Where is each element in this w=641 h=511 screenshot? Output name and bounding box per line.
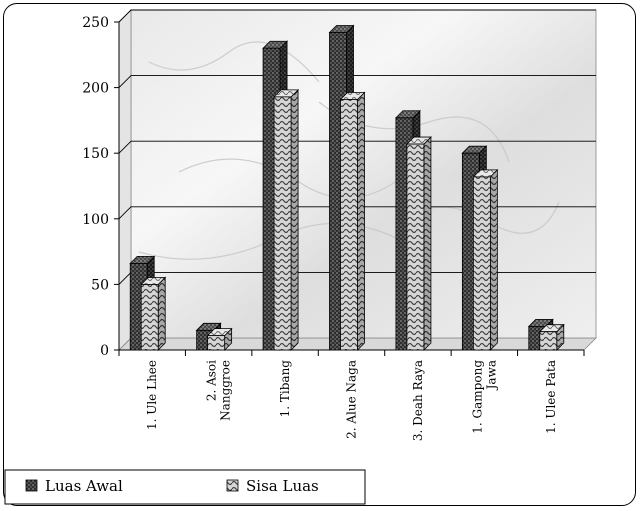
bar-sisa-luas — [472, 168, 499, 351]
bar-front — [539, 331, 558, 351]
bar-front — [273, 96, 292, 351]
marble-vein — [148, 41, 320, 83]
x-tick-labels: 1. Ule Lhee 2. Asoi Nanggroe 1. Tibang 2. Al… — [145, 360, 558, 441]
x-tick-label: 2. Asoi Nanggroe — [205, 360, 233, 421]
bar-front — [472, 176, 491, 351]
gridlines — [118, 9, 596, 285]
bar-front — [406, 143, 425, 351]
bar-sisa-luas — [538, 323, 565, 351]
legend: Luas Awal Sisa Luas — [4, 469, 366, 505]
bar-front — [340, 99, 358, 351]
bar-sisa-luas — [140, 276, 167, 351]
gridline — [118, 75, 596, 88]
x-tick-label-line: 1. Gampong — [470, 360, 484, 434]
bar-sisa-luas — [273, 88, 300, 351]
y-tick-label: 150 — [82, 146, 109, 162]
plot-side-wall — [118, 9, 132, 351]
gridline — [118, 9, 596, 23]
bar-front — [140, 284, 159, 351]
x-tick-label-line: Jawa — [484, 360, 498, 391]
x-tick-label-line: 1. Tibang — [278, 360, 292, 418]
x-tick-label-line: 2. Asoi — [205, 360, 219, 401]
x-tick-label-line: 1. Ule Lhee — [145, 360, 159, 430]
x-tick-label: 2. Alue Naga — [345, 360, 359, 439]
gridline — [118, 206, 596, 220]
bar-sisa-luas — [339, 91, 366, 351]
bar-front — [207, 335, 226, 351]
legend-item-luas-awal: Luas Awal — [25, 477, 123, 495]
y-tick-label: 0 — [100, 343, 109, 359]
marble-vein — [178, 158, 420, 199]
legend-swatch — [226, 479, 239, 492]
x-tick-label: 1. Ule Lhee — [145, 360, 159, 430]
bar-side — [423, 136, 432, 351]
bar-sisa-luas — [206, 327, 233, 351]
legend-label: Luas Awal — [45, 477, 123, 495]
y-tick-label: 200 — [82, 81, 109, 97]
y-tick-label: 250 — [82, 15, 109, 31]
bar-side — [290, 88, 299, 351]
gridline — [118, 140, 596, 154]
bar-sisa-luas — [405, 136, 432, 351]
bar-side — [489, 168, 498, 351]
x-tick-label: 3. Deah Raya — [411, 360, 425, 441]
y-tick-label: 50 — [91, 277, 109, 293]
legend-item-sisa-luas: Sisa Luas — [226, 477, 319, 495]
y-tick-label: 100 — [82, 212, 109, 228]
bars — [129, 24, 565, 351]
y-tick-labels: 0 50 100 150 200 250 — [82, 15, 109, 359]
x-tick-label-line: 2. Alue Naga — [345, 360, 359, 439]
legend-swatch — [25, 479, 38, 492]
x-tick-label: 1. Ulee Pata — [544, 360, 558, 434]
legend-box — [4, 469, 366, 505]
bar-side — [357, 91, 365, 351]
x-tick-label-line: 3. Deah Raya — [411, 360, 425, 441]
x-tick-label-line: 1. Ulee Pata — [544, 360, 558, 434]
legend-label: Sisa Luas — [246, 477, 319, 495]
x-tick-label: 1. Tibang — [278, 360, 292, 418]
x-tick-label-line: Nanggroe — [219, 360, 233, 421]
bar-side — [157, 276, 166, 351]
x-tick-label: 1. Gampong Jawa — [470, 360, 498, 434]
